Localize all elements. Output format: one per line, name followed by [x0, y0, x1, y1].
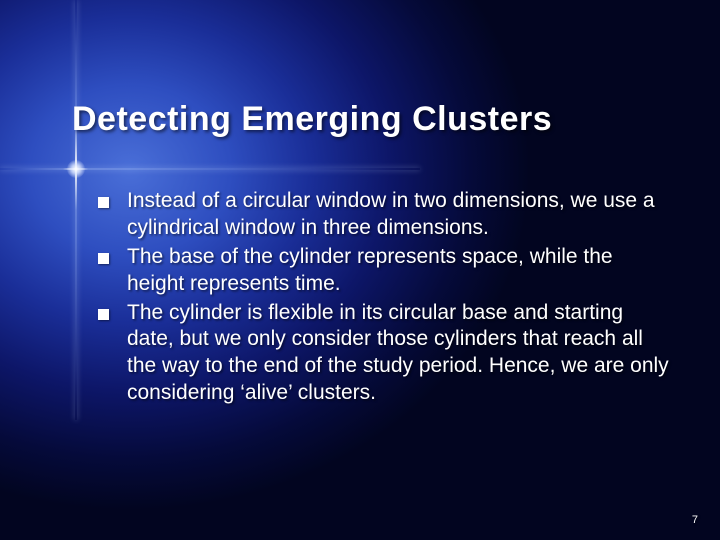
slide: Detecting Emerging Clusters Instead of a… [0, 0, 720, 540]
bullet-text: The base of the cylinder represents spac… [127, 244, 670, 298]
bullet-item: The cylinder is flexible in its circular… [98, 300, 670, 408]
slide-title: Detecting Emerging Clusters [72, 100, 552, 139]
bullet-text: Instead of a circular window in two dime… [127, 188, 670, 242]
bullet-marker-icon [98, 197, 109, 208]
lens-flare-vertical [75, 0, 77, 420]
slide-body: Instead of a circular window in two dime… [98, 188, 670, 409]
page-number: 7 [692, 514, 698, 526]
bullet-item: The base of the cylinder represents spac… [98, 244, 670, 298]
lens-flare-core [67, 160, 85, 178]
bullet-item: Instead of a circular window in two dime… [98, 188, 670, 242]
bullet-marker-icon [98, 309, 109, 320]
bullet-marker-icon [98, 253, 109, 264]
lens-flare-horizontal [0, 168, 420, 170]
bullet-text: The cylinder is flexible in its circular… [127, 300, 670, 408]
